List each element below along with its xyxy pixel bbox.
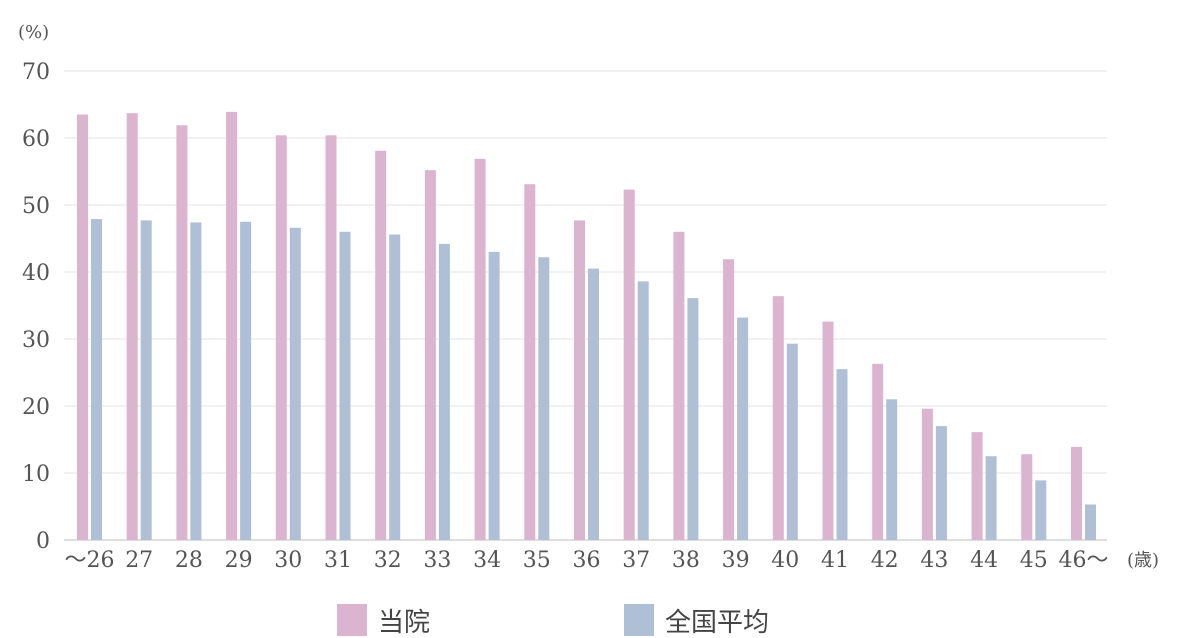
x-tick-label: 38 xyxy=(672,548,700,573)
legend-label-series-1: 全国平均 xyxy=(665,608,769,638)
bar-series-1 xyxy=(935,426,947,540)
x-tick-label: 33 xyxy=(423,548,451,573)
bar-series-1 xyxy=(140,220,152,540)
legend: 当院 全国平均 xyxy=(337,604,769,638)
bar-series-0 xyxy=(971,432,983,540)
x-tick-label: 41 xyxy=(821,548,849,573)
legend-swatch-series-0 xyxy=(337,604,367,636)
bar-series-1 xyxy=(737,317,749,540)
bar-series-1 xyxy=(190,222,202,541)
bar-series-1 xyxy=(687,298,699,540)
bar-series-0 xyxy=(424,170,436,540)
x-tick-label: 〜26 xyxy=(65,548,115,573)
y-tick-label: 30 xyxy=(22,328,50,353)
x-tick-label: 28 xyxy=(175,548,203,573)
x-tick-label: 43 xyxy=(920,548,948,573)
bar-series-0 xyxy=(176,125,188,541)
x-tick-label: 40 xyxy=(771,548,799,573)
x-unit-label: (歳) xyxy=(1127,550,1159,571)
bar-series-0 xyxy=(872,363,884,540)
x-tick-label: 30 xyxy=(274,548,302,573)
bars xyxy=(77,111,1096,541)
y-tick-label: 40 xyxy=(22,261,50,286)
x-tick-label: 46〜 xyxy=(1059,548,1109,573)
bar-series-0 xyxy=(921,408,933,540)
x-tick-label: 42 xyxy=(871,548,899,573)
bar-series-0 xyxy=(126,113,138,541)
bar-series-0 xyxy=(524,184,536,541)
bar-series-1 xyxy=(289,227,301,540)
x-tick-label: 27 xyxy=(125,548,153,573)
legend-swatch-series-1 xyxy=(624,604,654,636)
bar-series-0 xyxy=(574,220,585,540)
bar-series-1 xyxy=(836,369,848,540)
y-tick-labels: 0 10 20 30 40 50 60 70 xyxy=(22,60,50,554)
bar-series-1 xyxy=(786,343,798,540)
bar-series-1 xyxy=(339,231,351,541)
bar-series-0 xyxy=(375,150,387,541)
bar-series-0 xyxy=(77,114,88,541)
x-tick-label: 34 xyxy=(473,548,501,573)
x-tick-label: 36 xyxy=(573,548,601,573)
bar-series-1 xyxy=(588,268,599,540)
grid-lines xyxy=(64,70,1107,541)
y-tick-label: 10 xyxy=(22,462,50,487)
y-tick-label: 70 xyxy=(22,60,50,85)
bar-series-1 xyxy=(637,281,649,540)
bar-series-1 xyxy=(91,219,102,540)
bar-series-1 xyxy=(1085,504,1096,540)
bar-series-1 xyxy=(886,399,898,540)
bar-series-0 xyxy=(772,296,784,540)
x-tick-label: 37 xyxy=(622,548,650,573)
bar-series-0 xyxy=(1071,446,1082,540)
x-tick-labels: 〜26 27 28 29 30 31 32 33 34 35 36 37 38 39 40 41 42 43 44 4… xyxy=(65,548,1109,573)
x-tick-label: 35 xyxy=(523,548,551,573)
y-tick-label: 60 xyxy=(22,127,50,152)
bar-series-1 xyxy=(438,243,450,541)
bar-series-0 xyxy=(723,259,735,540)
y-tick-label: 20 xyxy=(22,395,50,420)
x-tick-label: 45 xyxy=(1020,548,1048,573)
y-tick-label: 0 xyxy=(36,529,50,554)
bar-series-0 xyxy=(275,135,287,540)
bar-series-0 xyxy=(822,321,834,540)
bar-series-1 xyxy=(1035,480,1047,540)
y-tick-label: 50 xyxy=(22,194,50,219)
bar-series-1 xyxy=(985,456,997,540)
bar-series-0 xyxy=(673,231,685,541)
x-tick-label: 29 xyxy=(225,548,253,573)
bar-series-1 xyxy=(389,234,401,541)
x-tick-label: 39 xyxy=(722,548,750,573)
bar-series-0 xyxy=(623,189,635,540)
bar-series-1 xyxy=(538,257,550,540)
bar-series-0 xyxy=(226,111,238,541)
legend-label-series-0: 当院 xyxy=(378,608,430,638)
bar-series-1 xyxy=(488,251,500,540)
bar-series-0 xyxy=(1021,454,1033,540)
x-tick-label: 31 xyxy=(324,548,352,573)
x-tick-label: 32 xyxy=(374,548,402,573)
bar-series-1 xyxy=(240,221,252,540)
x-tick-label: 44 xyxy=(970,548,998,573)
bar-series-0 xyxy=(325,135,337,540)
y-unit-label: (%) xyxy=(18,22,49,43)
bar-series-0 xyxy=(474,158,486,540)
